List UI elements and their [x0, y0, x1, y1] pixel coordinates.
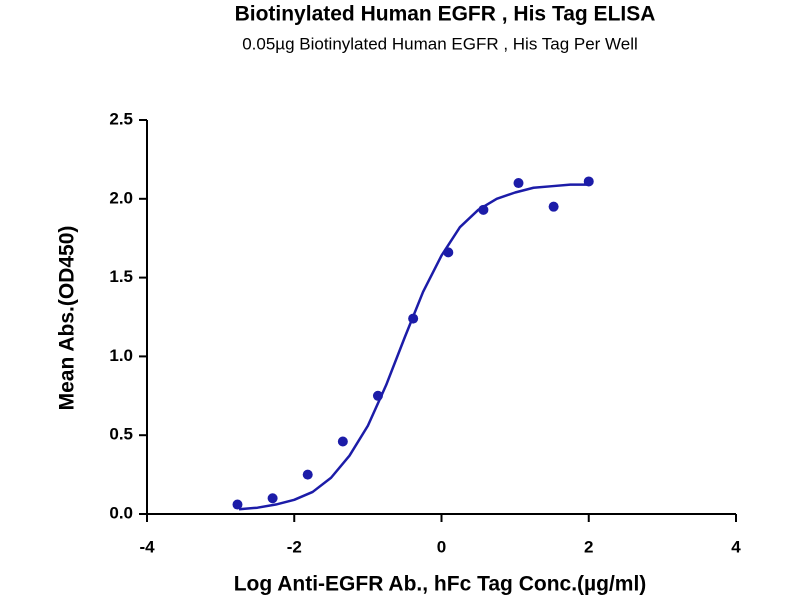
chart-title: Biotinylated Human EGFR , His Tag ELISA: [235, 3, 656, 26]
y-tick-label: 2.5: [109, 109, 133, 128]
data-point: [232, 499, 243, 510]
x-tick-label: 4: [731, 537, 741, 556]
fit-curve: [238, 183, 589, 511]
x-tick-label: -4: [139, 537, 155, 556]
data-point: [513, 178, 524, 189]
data-point: [267, 493, 278, 504]
y-tick-label: 1.5: [109, 267, 133, 286]
x-tick-label: 2: [584, 537, 593, 556]
chart-subtitle: 0.05µg Biotinylated Human EGFR , His Tag…: [242, 34, 638, 53]
y-tick-label: 2.0: [109, 188, 133, 207]
x-tick-label: 0: [437, 537, 446, 556]
data-point: [302, 469, 313, 480]
y-tick-label: 1.0: [109, 346, 133, 365]
y-tick-label: 0.0: [109, 503, 133, 522]
y-tick-label: 0.5: [109, 425, 133, 444]
y-axis-title: Mean Abs.(OD450): [56, 226, 79, 411]
x-tick-label: -2: [287, 537, 302, 556]
x-axis-title: Log Anti-EGFR Ab., hFc Tag Conc.(µg/ml): [234, 573, 647, 596]
data-point: [337, 436, 348, 447]
data-point: [548, 201, 559, 212]
